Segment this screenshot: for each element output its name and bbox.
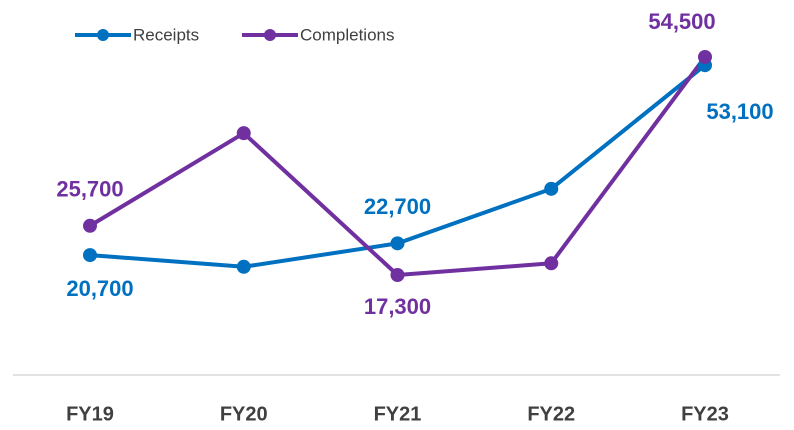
data-label: 22,700 — [364, 194, 431, 219]
legend-label: Receipts — [133, 25, 199, 44]
data-label: 54,500 — [648, 9, 715, 34]
legend-marker — [97, 29, 109, 41]
data-label: 53,100 — [706, 99, 773, 124]
data-label: 20,700 — [66, 276, 133, 301]
data-label: 17,300 — [364, 294, 431, 319]
data-label: 25,700 — [56, 177, 123, 202]
x-tick-label: FY21 — [374, 403, 422, 425]
series-marker — [390, 236, 405, 251]
series-marker — [544, 256, 559, 271]
legend-label: Completions — [300, 25, 395, 44]
x-tick-label: FY20 — [220, 403, 268, 425]
x-tick-label: FY22 — [527, 403, 575, 425]
x-tick-label: FY23 — [681, 403, 729, 425]
series-marker — [236, 126, 251, 141]
series-marker — [83, 248, 97, 263]
series-marker — [236, 259, 251, 274]
series-marker — [698, 50, 712, 64]
series-marker — [390, 268, 405, 282]
series-marker — [544, 181, 559, 196]
series-marker — [83, 218, 97, 233]
x-tick-label: FY19 — [66, 403, 114, 425]
legend-marker — [264, 29, 276, 41]
